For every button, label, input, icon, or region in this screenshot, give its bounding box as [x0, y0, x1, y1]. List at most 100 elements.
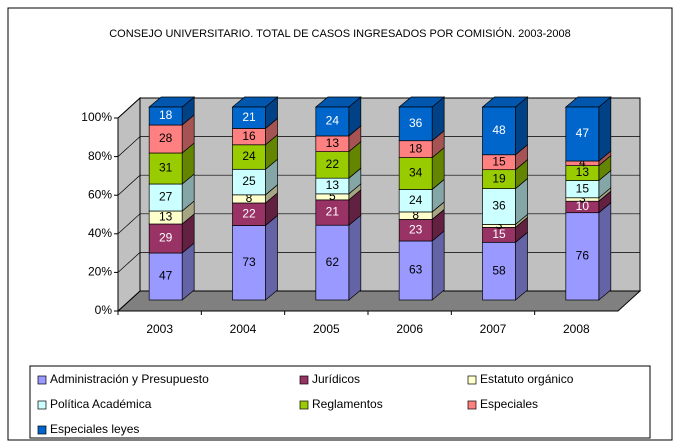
y-tick-label: 60%	[88, 187, 112, 201]
data-label: 48	[492, 123, 506, 137]
legend-label: Especiales leyes	[50, 422, 139, 436]
legend-swatch	[37, 375, 47, 385]
data-label: 31	[159, 161, 173, 175]
bar	[315, 106, 350, 137]
data-label: 22	[326, 157, 340, 171]
data-label: 25	[242, 174, 256, 188]
legend-label: Administración y Presupuesto	[50, 372, 209, 386]
data-label: 24	[326, 114, 340, 128]
data-label: 58	[492, 263, 506, 277]
data-label: 8	[246, 191, 253, 205]
y-tick-label: 100%	[81, 110, 112, 124]
bar	[482, 106, 516, 156]
data-label: 34	[409, 166, 423, 180]
data-label: 3	[496, 218, 503, 232]
data-label: 13	[326, 178, 340, 192]
data-label: 13	[326, 136, 340, 150]
legend-swatch	[299, 375, 309, 385]
x-tick-label: 2007	[480, 322, 507, 336]
bar-side	[598, 201, 612, 301]
data-label: 19	[492, 171, 506, 185]
legend-label: Reglamentos	[312, 397, 383, 411]
bar-side	[431, 230, 445, 301]
bar	[398, 240, 433, 301]
x-tick-label: 2003	[146, 322, 173, 336]
y-tick-label: 0%	[95, 303, 113, 317]
data-label: 63	[409, 263, 423, 277]
bar-side	[515, 231, 528, 301]
bar	[565, 212, 600, 301]
data-label: 36	[492, 199, 506, 213]
data-label: 15	[492, 154, 506, 168]
data-label: 24	[242, 149, 256, 163]
grid-line	[117, 174, 640, 196]
bar	[565, 106, 600, 162]
legend-box	[29, 365, 651, 439]
x-tick-label: 2005	[313, 322, 340, 336]
data-label: 15	[576, 181, 590, 195]
bar	[398, 106, 433, 142]
data-label: 62	[326, 255, 340, 269]
bar	[148, 106, 183, 126]
bar	[148, 252, 183, 301]
bar	[232, 225, 266, 301]
bar	[148, 183, 183, 212]
data-label: 21	[326, 205, 340, 219]
legend-label: Estatuto orgánico	[480, 372, 574, 386]
data-label: 13	[576, 165, 590, 179]
bar	[148, 152, 183, 185]
x-tick-label: 2004	[230, 322, 257, 336]
y-tick-label: 80%	[88, 149, 112, 163]
bar	[232, 144, 266, 170]
data-label: 16	[242, 129, 256, 143]
data-label: 76	[576, 249, 590, 263]
data-label: 24	[409, 193, 423, 207]
floor	[116, 290, 642, 312]
data-label: 15	[492, 227, 506, 241]
legend-swatch	[467, 375, 477, 385]
data-label: 3	[579, 192, 586, 206]
grid-line	[117, 97, 640, 119]
data-label: 8	[412, 208, 419, 222]
data-label: 21	[242, 110, 256, 124]
legend-label: Política Académica	[50, 397, 152, 411]
y-tick-label: 20%	[88, 265, 112, 279]
legend-swatch	[37, 425, 47, 435]
data-label: 18	[159, 108, 173, 122]
data-label: 47	[576, 126, 590, 140]
data-label: 28	[159, 131, 173, 145]
bar	[232, 106, 266, 129]
legend-label: Jurídicos	[312, 372, 360, 386]
data-label: 10	[576, 199, 590, 213]
data-label: 4	[579, 155, 586, 169]
legend-swatch	[299, 400, 309, 410]
data-label: 23	[409, 222, 423, 236]
legend-swatch	[37, 400, 47, 410]
data-label: 22	[242, 206, 256, 220]
bar	[148, 223, 183, 254]
data-label: 5	[329, 189, 336, 203]
legend-label: Especiales	[480, 397, 538, 411]
x-tick-label: 2008	[563, 322, 590, 336]
bar-side	[598, 96, 612, 162]
data-label: 47	[159, 269, 173, 283]
legend-swatch	[467, 400, 477, 410]
grid-line	[117, 213, 640, 235]
back-wall	[139, 97, 641, 292]
grid-line	[117, 252, 640, 273]
bar	[315, 199, 350, 226]
data-label: 18	[409, 141, 423, 155]
chart-title: CONSEJO UNIVERSITARIO. TOTAL DE CASOS IN…	[109, 28, 571, 40]
bar-side	[348, 214, 362, 301]
bar	[315, 224, 350, 301]
data-label: 73	[242, 255, 256, 269]
data-label: 29	[159, 231, 173, 245]
data-label: 27	[159, 190, 173, 204]
bar-side	[265, 214, 278, 301]
data-label: 36	[409, 116, 423, 130]
y-tick-label: 40%	[88, 226, 112, 240]
bar	[398, 157, 433, 190]
side-wall	[117, 96, 141, 313]
